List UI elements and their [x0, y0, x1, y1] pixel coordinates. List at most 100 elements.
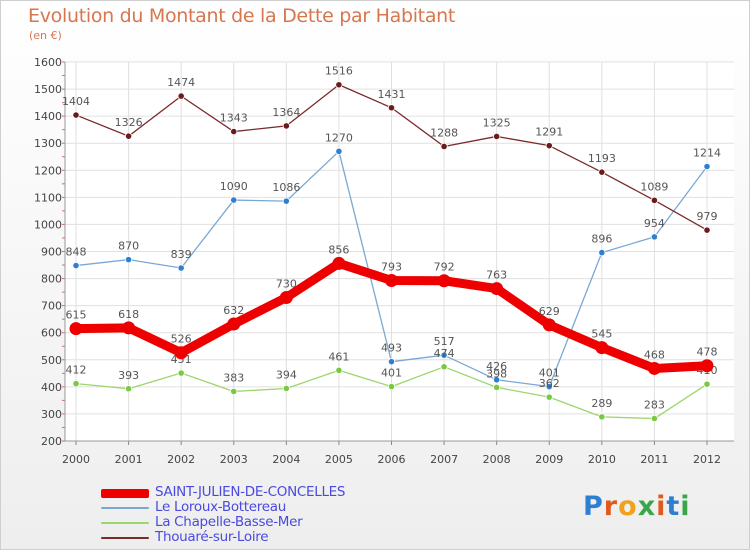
- logo-letter: t: [666, 491, 681, 522]
- legend-item: Thouaré-sur-Loire: [101, 530, 421, 545]
- data-label: 493: [381, 342, 402, 355]
- data-point: [595, 341, 609, 355]
- data-point: [440, 142, 448, 151]
- data-point: [545, 382, 553, 391]
- data-point: [703, 162, 711, 171]
- data-point: [72, 261, 80, 270]
- y-tick-label: 1300: [34, 137, 62, 150]
- data-point: [124, 132, 133, 140]
- legend-swatch: [101, 537, 149, 539]
- data-point: [335, 366, 343, 374]
- data-point: [490, 282, 504, 296]
- data-point: [230, 387, 238, 396]
- x-tick-label: 2003: [220, 453, 248, 466]
- data-label: 383: [223, 371, 244, 384]
- x-tick-label: 2010: [588, 453, 616, 466]
- data-label: 283: [644, 399, 665, 412]
- data-label: 1325: [483, 116, 511, 129]
- data-point: [493, 383, 501, 391]
- data-label: 954: [644, 217, 665, 230]
- data-point: [598, 248, 606, 257]
- data-point: [387, 358, 396, 366]
- data-label: 401: [539, 367, 560, 380]
- data-point: [542, 318, 556, 332]
- y-tick-label: 1000: [34, 218, 62, 231]
- x-tick-label: 2005: [325, 453, 353, 466]
- legend-label: Thouaré-sur-Loire: [155, 529, 269, 545]
- data-label: 1086: [272, 181, 300, 194]
- y-tick-label: 1400: [34, 110, 62, 123]
- data-label: 412: [66, 364, 87, 377]
- data-point: [230, 196, 238, 204]
- x-tick-label: 2012: [693, 453, 721, 466]
- data-label: 398: [486, 367, 507, 380]
- data-label: 730: [276, 278, 297, 291]
- data-point: [545, 142, 553, 150]
- logo-letter: P: [583, 491, 604, 522]
- data-point: [282, 122, 290, 130]
- y-tick-label: 500: [41, 354, 62, 367]
- data-label: 394: [276, 368, 297, 381]
- data-point: [282, 197, 290, 205]
- data-point: [703, 380, 711, 388]
- data-label: 426: [486, 360, 507, 373]
- data-label: 1193: [588, 152, 616, 165]
- data-label: 632: [223, 304, 244, 317]
- logo-letter: i: [680, 491, 691, 522]
- data-point: [387, 104, 396, 112]
- x-tick-label: 2011: [640, 453, 668, 466]
- logo-letter: o: [618, 491, 638, 522]
- data-point: [650, 233, 659, 241]
- data-point: [493, 376, 501, 384]
- y-tick-label: 900: [41, 246, 62, 259]
- data-label: 896: [591, 233, 612, 246]
- data-label: 1431: [378, 88, 406, 101]
- data-point: [647, 361, 661, 375]
- data-label: 289: [591, 397, 612, 410]
- data-point: [703, 226, 711, 234]
- data-label: 1364: [272, 106, 300, 119]
- legend-swatch: [101, 507, 149, 509]
- x-tick-label: 2006: [378, 453, 406, 466]
- data-label: 474: [434, 347, 455, 360]
- y-tick-label: 400: [41, 381, 62, 394]
- y-tick-label: 200: [41, 435, 62, 448]
- x-tick-label: 2009: [535, 453, 563, 466]
- data-label: 1404: [62, 95, 90, 108]
- data-label: 1291: [535, 126, 563, 139]
- data-point: [230, 127, 238, 136]
- data-label: 839: [171, 248, 192, 261]
- data-label: 362: [539, 377, 560, 390]
- y-tick-label: 600: [41, 327, 62, 340]
- data-point: [69, 322, 83, 336]
- data-point: [385, 273, 398, 287]
- data-label: 1516: [325, 65, 353, 78]
- legend-label: SAINT-JULIEN-DE-CONCELLES: [155, 484, 346, 500]
- legend-item: La Chapelle-Basse-Mer: [101, 515, 421, 530]
- data-point: [440, 363, 448, 371]
- data-point: [124, 385, 133, 393]
- data-point: [598, 168, 606, 176]
- data-point: [72, 111, 80, 119]
- data-point: [72, 380, 80, 388]
- logo-letter: r: [603, 491, 619, 522]
- data-point: [177, 264, 185, 272]
- data-label: 618: [118, 308, 139, 321]
- data-label: 526: [171, 333, 192, 346]
- data-label: 763: [486, 269, 507, 282]
- data-label: 517: [434, 335, 455, 348]
- data-label: 1090: [220, 180, 248, 193]
- data-label: 1214: [693, 146, 721, 159]
- data-point: [282, 384, 290, 393]
- data-point: [332, 256, 346, 270]
- y-tick-label: 1600: [34, 56, 62, 69]
- chart-subtitle: (en €): [29, 29, 62, 42]
- legend-swatch: [101, 489, 149, 498]
- data-label: 848: [66, 246, 87, 259]
- data-label: 870: [118, 240, 139, 253]
- legend-label: La Chapelle-Basse-Mer: [155, 514, 303, 530]
- data-label: 461: [328, 350, 349, 363]
- data-point: [279, 291, 293, 305]
- data-point: [598, 413, 606, 421]
